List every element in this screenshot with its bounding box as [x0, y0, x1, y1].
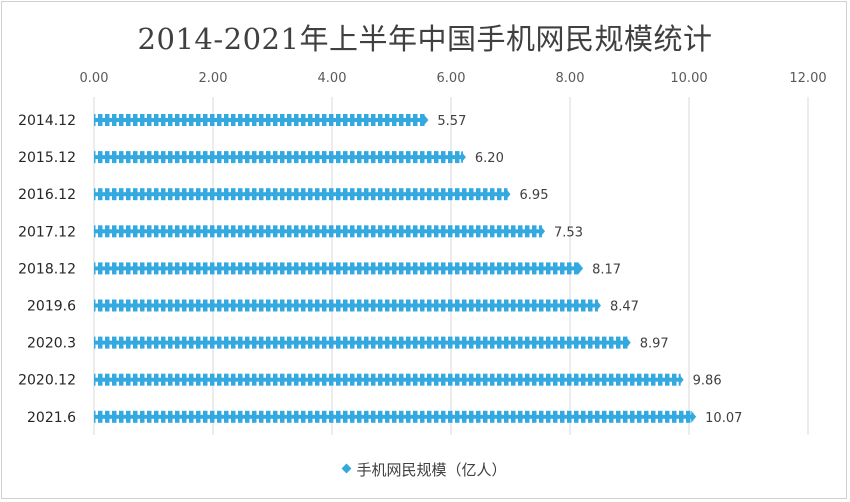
x-tick-label: 8.00 [556, 71, 585, 86]
bar-end-cap [678, 373, 684, 386]
x-tick-label: 12.00 [789, 71, 826, 86]
legend-label: 手机网民规模（亿人） [356, 461, 507, 479]
category-label: 2015.12 [18, 150, 76, 166]
bar [94, 188, 508, 201]
x-tick-label: 2.00 [199, 71, 228, 86]
bar-end-cap [460, 151, 466, 164]
bar [94, 410, 694, 423]
bar-end-cap [625, 336, 631, 349]
data-label: 8.97 [640, 337, 669, 352]
category-label: 2019.6 [27, 299, 76, 315]
category-label: 2016.12 [18, 187, 76, 203]
bar [94, 225, 543, 238]
bar-end-cap [578, 262, 584, 275]
bar [94, 114, 426, 126]
x-tick-label: 4.00 [318, 71, 347, 86]
legend-marker-icon [342, 463, 352, 474]
bar-end-cap [505, 188, 511, 201]
bar-end-cap [595, 299, 601, 312]
data-label: 8.47 [610, 300, 639, 315]
bar-end-cap [423, 114, 429, 126]
chart-title: 2014-2021年上半年中国手机网民规模统计 [137, 22, 713, 56]
data-label: 9.86 [693, 374, 722, 389]
bar [94, 373, 681, 386]
data-label: 10.07 [705, 411, 742, 426]
category-label: 2020.12 [18, 373, 76, 389]
bar [94, 151, 463, 164]
data-label: 7.53 [554, 225, 583, 240]
bar [94, 299, 598, 312]
category-label: 2018.12 [18, 261, 76, 277]
data-label: 5.57 [437, 114, 466, 129]
legend: 手机网民规模（亿人） [0, 459, 850, 480]
category-label: 2020.3 [27, 336, 76, 352]
x-tick-label: 6.00 [437, 71, 466, 86]
x-tick-label: 10.00 [670, 71, 707, 86]
bar [94, 336, 628, 349]
data-label: 6.95 [520, 188, 549, 203]
bar-end-cap [540, 225, 546, 238]
category-label: 2021.6 [27, 410, 76, 426]
bar-end-cap [691, 410, 697, 423]
bar [94, 262, 581, 275]
data-label: 6.20 [475, 151, 504, 166]
x-tick-label: 0.00 [80, 71, 109, 86]
data-label: 8.17 [592, 262, 621, 277]
category-label: 2014.12 [18, 113, 76, 129]
category-label: 2017.12 [18, 224, 76, 240]
